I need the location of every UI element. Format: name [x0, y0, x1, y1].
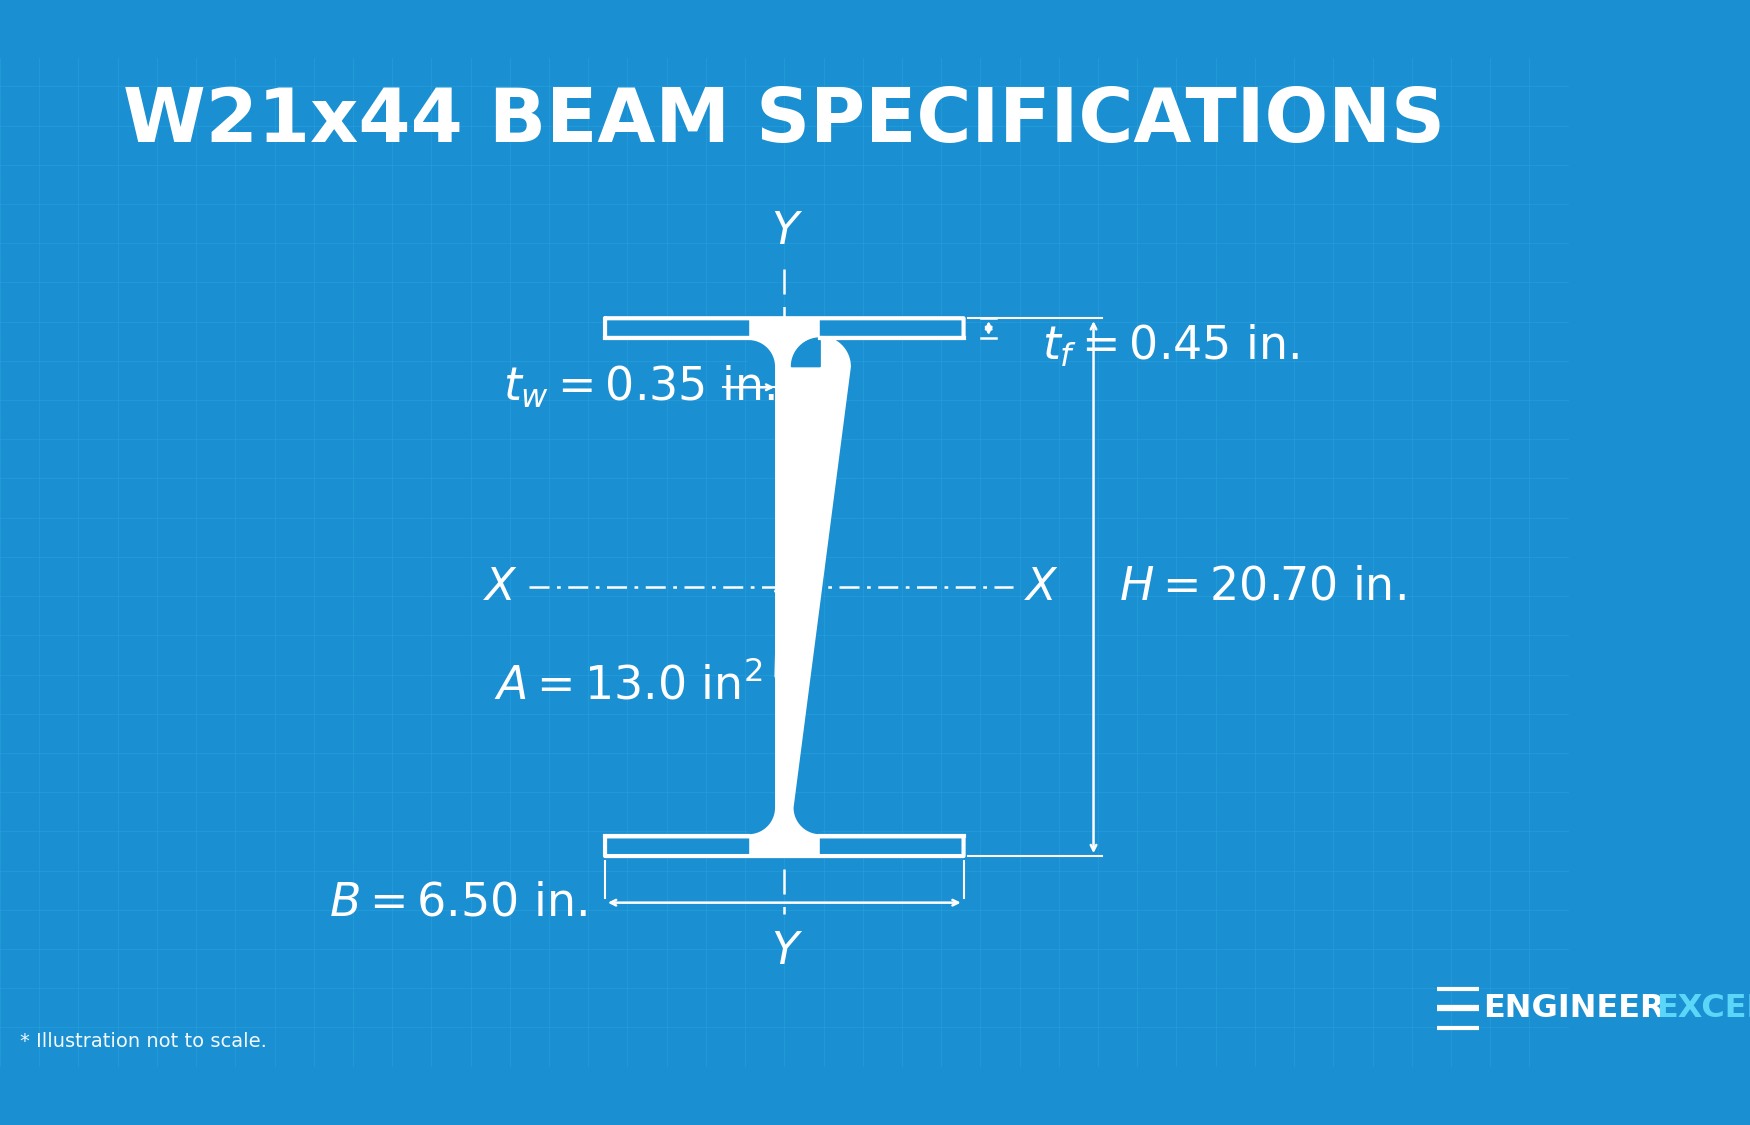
Polygon shape — [606, 836, 749, 856]
Text: $t_f = 0.45$ in.: $t_f = 0.45$ in. — [1043, 323, 1300, 369]
Text: Y: Y — [770, 210, 798, 253]
Text: W21x44 BEAM SPECIFICATIONS: W21x44 BEAM SPECIFICATIONS — [123, 84, 1446, 158]
Polygon shape — [749, 808, 777, 836]
Polygon shape — [791, 808, 821, 836]
Polygon shape — [821, 318, 964, 337]
Text: $t_w = 0.35$ in.: $t_w = 0.35$ in. — [504, 364, 775, 411]
Polygon shape — [749, 338, 777, 367]
Polygon shape — [821, 836, 964, 856]
Text: EXCEL: EXCEL — [1656, 993, 1750, 1024]
Text: ENGINEER: ENGINEER — [1484, 993, 1664, 1024]
Text: Y: Y — [770, 930, 798, 973]
Polygon shape — [606, 318, 964, 856]
Text: $H = 20.70$ in.: $H = 20.70$ in. — [1118, 565, 1405, 610]
Polygon shape — [791, 338, 821, 367]
Text: * Illustration not to scale.: * Illustration not to scale. — [19, 1032, 266, 1051]
Text: X: X — [1026, 566, 1057, 609]
Text: $A = 13.0$ in$^2$: $A = 13.0$ in$^2$ — [493, 663, 761, 709]
Text: X: X — [485, 566, 516, 609]
Polygon shape — [606, 318, 749, 337]
Text: $B = 6.50$ in.: $B = 6.50$ in. — [329, 880, 586, 925]
